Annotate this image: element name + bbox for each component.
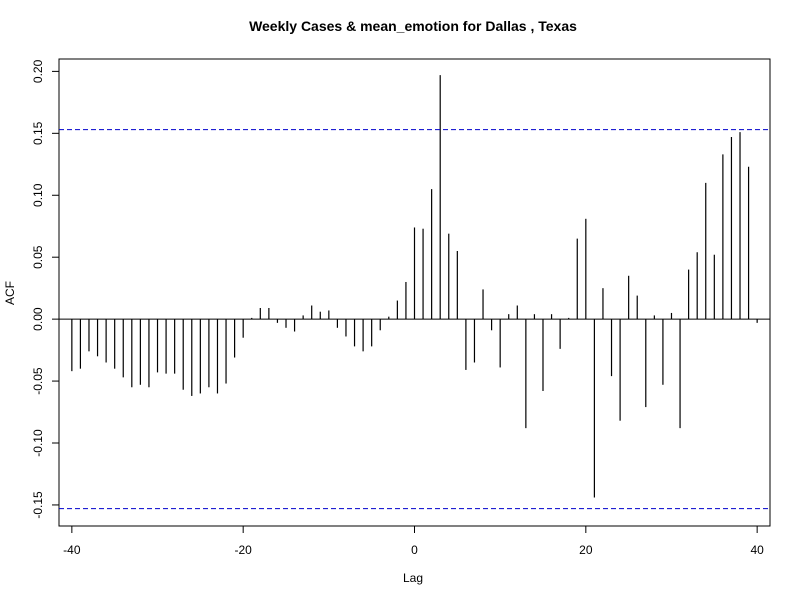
y-axis: -0.15 -0.10 -0.05 0.00 0.05 0.10 0.15 0.20	[31, 59, 60, 519]
y-tick-label: 0.00	[31, 307, 45, 331]
y-tick-label: -0.05	[31, 367, 45, 395]
x-tick-label: 0	[411, 543, 418, 557]
x-tick-label: -40	[63, 543, 81, 557]
chart-title: Weekly Cases & mean_emotion for Dallas ,…	[249, 18, 577, 34]
x-tick-label: 40	[750, 543, 764, 557]
x-axis: -40 -20 0 20 40	[63, 525, 764, 557]
y-tick-label: 0.10	[31, 183, 45, 207]
reference-lines	[59, 129, 770, 510]
acf-bars	[71, 75, 758, 498]
y-tick-label: 0.05	[31, 245, 45, 269]
x-tick-label: -20	[235, 543, 253, 557]
y-tick-label: -0.10	[31, 429, 45, 457]
x-axis-label: Lag	[403, 571, 423, 585]
x-tick-label: 20	[579, 543, 593, 557]
y-tick-label: -0.15	[31, 491, 45, 519]
y-tick-label: 0.15	[31, 121, 45, 145]
y-tick-label: 0.20	[31, 59, 45, 83]
y-axis-label: ACF	[3, 281, 17, 305]
